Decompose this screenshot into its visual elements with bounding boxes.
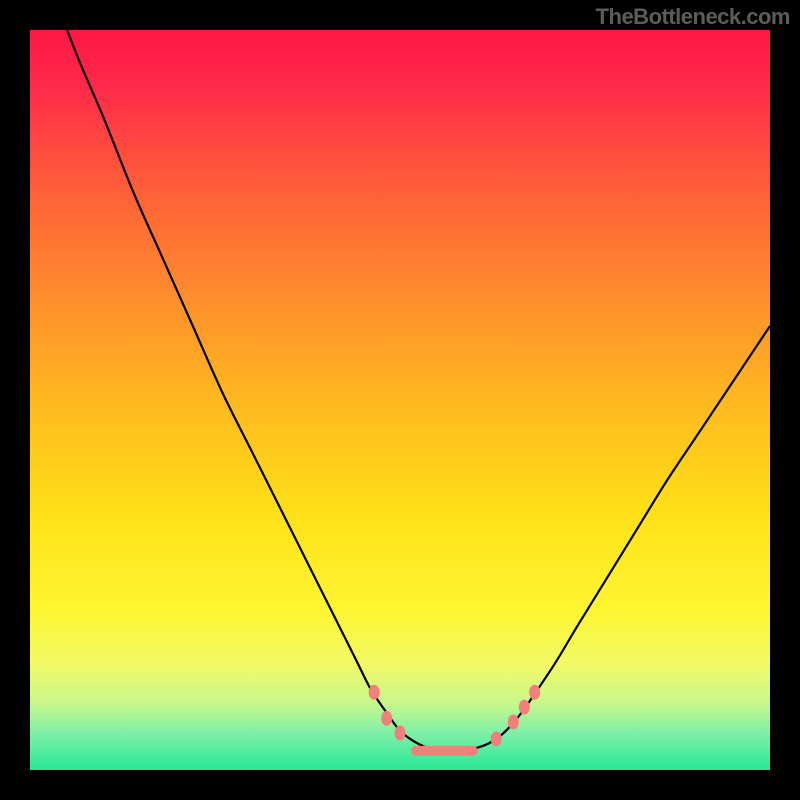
data-marker	[519, 700, 529, 714]
watermark-text: TheBottleneck.com	[596, 4, 790, 30]
plot-area	[30, 30, 770, 770]
data-marker	[382, 711, 392, 725]
data-marker	[491, 732, 501, 746]
data-marker	[369, 685, 379, 699]
bottleneck-chart	[0, 0, 800, 800]
valley-flat-marker	[411, 746, 478, 756]
data-marker	[395, 726, 405, 740]
chart-root: TheBottleneck.com	[0, 0, 800, 800]
data-marker	[508, 715, 518, 729]
data-marker	[530, 685, 540, 699]
